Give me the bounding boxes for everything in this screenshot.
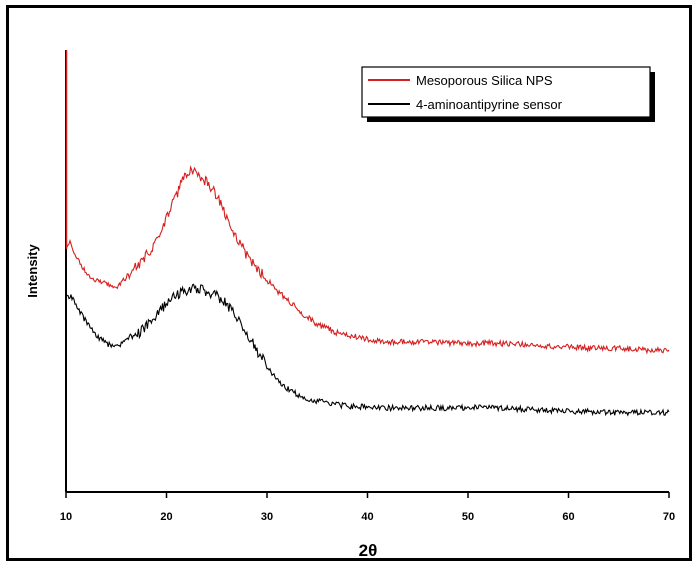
series-line-0 — [66, 165, 670, 355]
x-tick-label: 30 — [261, 511, 273, 523]
x-tick-label: 20 — [160, 511, 172, 523]
x-tick-label: 10 — [60, 511, 72, 523]
series-line-1 — [66, 283, 670, 417]
legend: Mesoporous Silica NPS 4-aminoantipyrine … — [361, 66, 655, 122]
legend-label-silica: Mesoporous Silica NPS — [416, 73, 553, 88]
y-axis-title: Intensity — [25, 244, 40, 298]
x-tick-label: 70 — [663, 511, 675, 523]
x-tick-label: 50 — [462, 511, 474, 523]
x-tick-label: 60 — [562, 511, 574, 523]
x-axis-title: 2θ — [359, 541, 378, 560]
x-tick-label: 40 — [361, 511, 373, 523]
legend-label-sensor: 4-aminoantipyrine sensor — [416, 97, 563, 112]
legend-box — [361, 66, 651, 118]
